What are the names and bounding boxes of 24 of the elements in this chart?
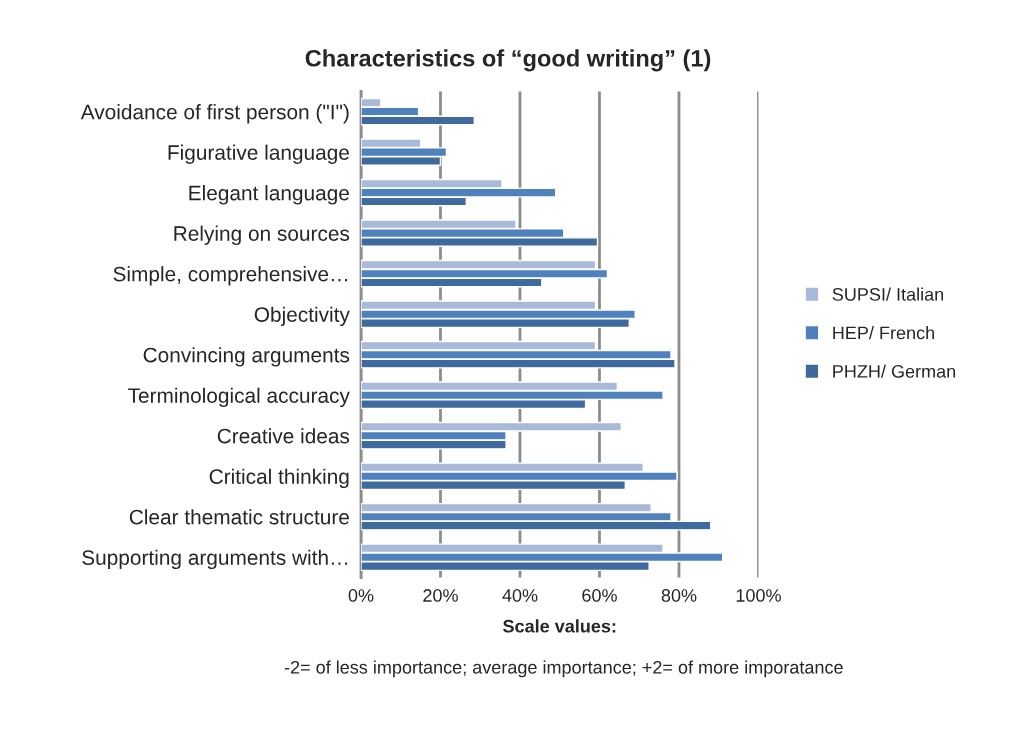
y-tick-label: Convincing arguments	[143, 347, 350, 367]
y-tick-label: Avoidance of first person ("I")	[80, 104, 349, 124]
y-tick-label: Objectivity	[254, 306, 350, 327]
x-tick-label: 0%	[348, 589, 374, 602]
legend-label: HEP/ French	[833, 326, 934, 340]
y-tick-label: Terminological accuracy	[128, 387, 350, 408]
y-tick-label: Clear thematic structure	[129, 509, 349, 525]
y-tick-label: Relying on sources	[174, 225, 350, 246]
y-tick-label: Elegant language	[189, 185, 349, 205]
y-tick-label: Critical thinking	[209, 468, 349, 489]
x-tick-label: 20%	[423, 589, 458, 602]
x-tick-label: 60%	[582, 589, 617, 602]
y-tick-label: Figurative language	[168, 144, 349, 165]
legend-label: PHZH/ German	[833, 364, 956, 378]
legend-label: SUPSI/ Italian	[832, 287, 944, 301]
x-tick-label: 100%	[736, 589, 781, 602]
x-tick-label: 40%	[502, 589, 538, 602]
chart-title: Characteristics of “good writing” (1)	[305, 49, 711, 72]
y-tick-label: Simple, comprehensive…	[113, 266, 348, 286]
y-tick-label: Creative ideas	[217, 428, 350, 444]
x-axis-title: Scale values:	[503, 619, 616, 633]
y-tick-label: Supporting arguments with…	[82, 549, 348, 570]
text: -2= of less importance; average importance; +2= of more imporatance	[284, 660, 843, 678]
x-tick-label: 80%	[661, 589, 697, 602]
